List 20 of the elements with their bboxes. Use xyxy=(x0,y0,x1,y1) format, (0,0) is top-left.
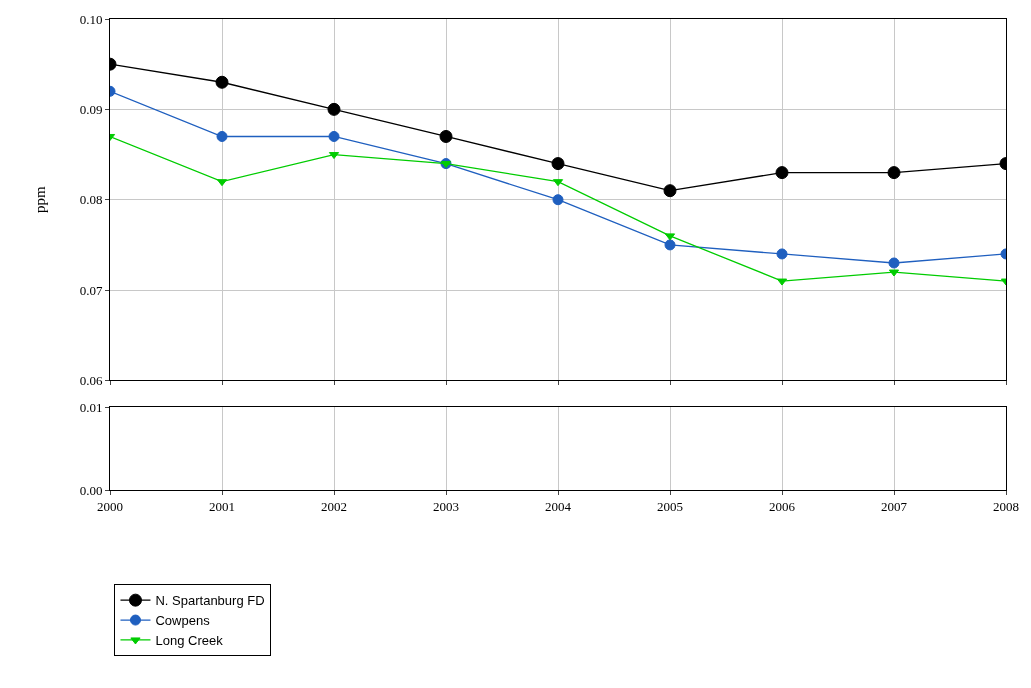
y-tick-label: 0.07 xyxy=(79,282,103,298)
x-tick-label: 2001 xyxy=(209,498,235,514)
y-tick-label: 0.00 xyxy=(79,482,103,498)
y-tick-label: 0.06 xyxy=(79,373,103,389)
x-tick-label: 2004 xyxy=(545,498,572,514)
x-tick-label: 2006 xyxy=(769,498,796,514)
legend-label: Long Creek xyxy=(155,633,224,649)
y-tick-label: 0.10 xyxy=(79,11,103,27)
x-tick-label: 2002 xyxy=(321,498,347,514)
x-tick-label: 2007 xyxy=(881,498,908,514)
x-tick-label: 2005 xyxy=(657,498,683,514)
y-tick-label: 0.01 xyxy=(79,399,103,415)
x-tick-label: 2008 xyxy=(993,498,1019,514)
x-tick-label: 2003 xyxy=(433,498,459,514)
legend-label: N. Spartanburg FD xyxy=(155,593,265,609)
x-tick-label: 2000 xyxy=(97,498,123,514)
y-axis-title: ppm xyxy=(31,186,48,214)
legend-label: Cowpens xyxy=(155,613,211,629)
y-tick-label: 0.08 xyxy=(79,192,103,208)
y-tick-label: 0.09 xyxy=(79,101,103,117)
